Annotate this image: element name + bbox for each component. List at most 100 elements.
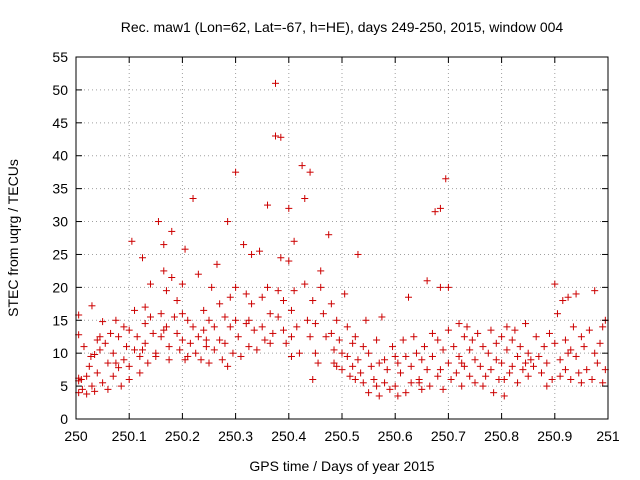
data-point: [123, 343, 131, 351]
data-point: [226, 323, 234, 331]
data-point: [436, 283, 444, 291]
data-point: [162, 287, 170, 295]
data-point: [85, 362, 93, 370]
data-point: [444, 326, 452, 334]
data-point: [508, 362, 516, 370]
data-point: [109, 372, 117, 380]
data-point: [444, 283, 452, 291]
data-point: [346, 372, 354, 380]
grid: [76, 57, 608, 419]
data-point: [585, 326, 593, 334]
data-point: [301, 195, 309, 203]
data-point: [436, 204, 444, 212]
data-point: [87, 352, 95, 360]
x-tick-label: 250.7: [431, 428, 466, 444]
data-point: [78, 385, 86, 393]
data-point: [136, 352, 144, 360]
data-point: [450, 343, 458, 351]
data-point: [479, 343, 487, 351]
data-point: [200, 306, 208, 314]
data-point: [120, 356, 128, 364]
x-tick-label: 250.6: [378, 428, 413, 444]
data-point: [285, 257, 293, 265]
data-point: [503, 323, 511, 331]
data-point: [338, 349, 346, 357]
x-tick-label: 250.1: [112, 428, 147, 444]
y-tick-label: 0: [60, 411, 68, 427]
y-tick-label: 30: [52, 214, 68, 230]
data-point: [208, 283, 216, 291]
data-point: [165, 343, 173, 351]
data-point: [91, 350, 99, 358]
data-point: [410, 333, 418, 341]
data-point: [588, 376, 596, 384]
data-point: [266, 339, 274, 347]
data-point: [599, 323, 607, 331]
data-point: [391, 382, 399, 390]
data-point: [139, 254, 146, 262]
x-tick-label: 250.9: [537, 428, 572, 444]
data-point: [575, 369, 583, 377]
data-point: [141, 303, 149, 311]
chart-title: Rec. maw1 (Lon=62, Lat=-67, h=HE), days …: [121, 19, 564, 35]
data-point: [83, 390, 91, 398]
data-point: [131, 346, 139, 354]
data-point: [407, 379, 415, 387]
data-point: [412, 349, 420, 357]
data-point: [466, 372, 474, 380]
data-point: [112, 316, 120, 324]
data-point: [290, 287, 298, 295]
data-point: [487, 366, 495, 374]
data-point: [245, 316, 253, 324]
data-point: [218, 356, 226, 364]
data-point: [394, 392, 402, 400]
data-point: [466, 346, 474, 354]
data-point: [514, 352, 522, 360]
data-point: [261, 336, 269, 344]
data-point: [381, 356, 389, 364]
data-point: [458, 382, 466, 390]
data-point: [474, 329, 482, 337]
data-point: [176, 346, 184, 354]
data-point: [99, 318, 107, 326]
data-point: [248, 300, 256, 308]
data-point: [468, 336, 476, 344]
data-point: [343, 352, 351, 360]
data-point: [200, 326, 208, 334]
data-point: [479, 382, 487, 390]
data-point: [593, 359, 601, 367]
data-point: [125, 326, 133, 334]
data-point: [561, 336, 569, 344]
data-point: [274, 287, 282, 295]
data-point: [407, 362, 415, 370]
data-point: [580, 343, 588, 351]
data-point: [272, 132, 279, 140]
data-point: [359, 379, 367, 387]
x-tick-label: 250.4: [271, 428, 306, 444]
data-point: [434, 372, 442, 380]
y-tick-label: 20: [52, 279, 68, 295]
data-point: [330, 346, 338, 354]
data-point: [287, 352, 295, 360]
data-point: [279, 326, 287, 334]
data-point: [367, 362, 375, 370]
data-point: [317, 267, 325, 275]
data-point: [532, 333, 540, 341]
data-point: [556, 356, 564, 364]
data-point: [524, 372, 532, 380]
data-point: [370, 376, 378, 384]
data-point: [88, 302, 96, 310]
data-point: [168, 273, 176, 281]
data-point: [285, 204, 293, 212]
data-point: [157, 310, 165, 318]
y-tick-label: 40: [52, 148, 68, 164]
data-point: [287, 306, 295, 314]
data-point: [125, 376, 133, 384]
data-point: [330, 359, 338, 367]
data-point: [535, 352, 543, 360]
data-point: [538, 369, 545, 377]
data-point: [397, 369, 405, 377]
data-point: [293, 323, 301, 331]
data-point: [439, 346, 447, 354]
data-point: [577, 379, 585, 387]
